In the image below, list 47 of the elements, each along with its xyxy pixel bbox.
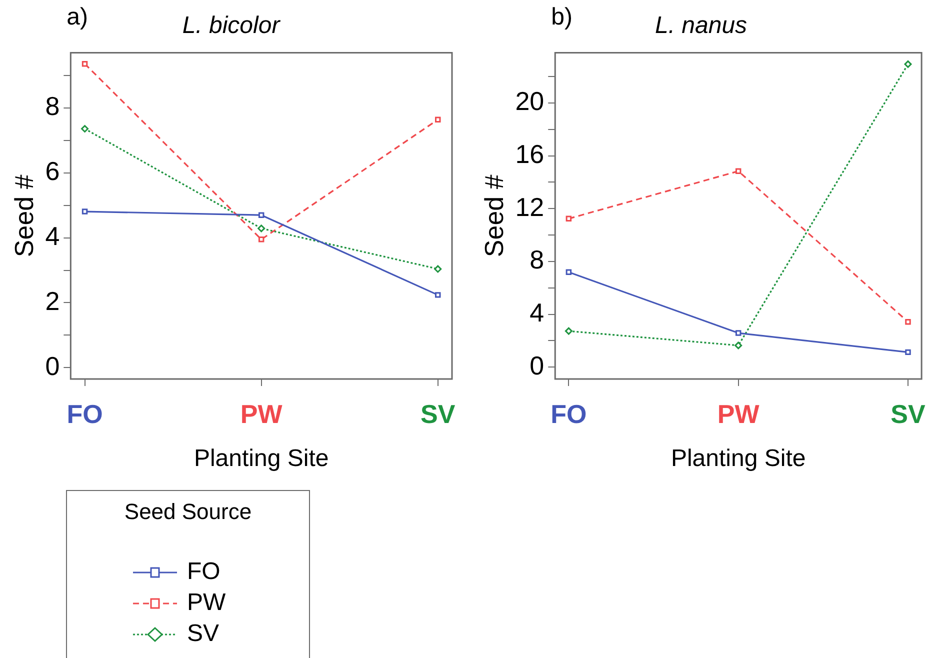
y-tick-label: 8 bbox=[45, 91, 60, 122]
y-tick-label: 4 bbox=[45, 220, 60, 251]
point bbox=[905, 318, 911, 325]
y-tick-label: 0 bbox=[45, 350, 60, 381]
y-tick-label: 8 bbox=[530, 244, 544, 275]
x-tick-label: SV bbox=[890, 398, 926, 429]
point bbox=[258, 236, 264, 242]
x-tick-label: FO bbox=[550, 398, 587, 429]
point bbox=[904, 60, 912, 68]
text: a) bbox=[66, 4, 88, 31]
chart-title: L. nanus bbox=[654, 12, 748, 40]
x-axis-title: Planting Site bbox=[670, 445, 806, 472]
legend-title: Seed Source bbox=[123, 499, 253, 525]
point bbox=[435, 292, 441, 298]
point bbox=[81, 125, 89, 132]
x-tick-label: FO bbox=[66, 398, 103, 429]
x-tick-label: PW bbox=[717, 398, 760, 429]
point bbox=[905, 349, 911, 356]
y-tick-label: 2 bbox=[45, 286, 60, 316]
text: b) bbox=[551, 4, 572, 31]
point bbox=[258, 212, 264, 218]
chart-title: L. bicolor bbox=[182, 12, 281, 40]
y-tick-label: 12 bbox=[515, 192, 544, 222]
y-tick-label: 0 bbox=[530, 350, 544, 380]
x-tick-label: SV bbox=[420, 398, 456, 429]
y-tick-label: 16 bbox=[515, 138, 544, 169]
x-tick-label: PW bbox=[240, 398, 283, 429]
point bbox=[435, 116, 441, 123]
legend-label: PW bbox=[187, 589, 226, 617]
point bbox=[82, 208, 88, 214]
point bbox=[258, 224, 266, 232]
point bbox=[82, 60, 88, 67]
point bbox=[734, 342, 742, 350]
legend-label: SV bbox=[187, 620, 220, 648]
y-axis-title: Seed # bbox=[478, 174, 509, 258]
y-tick-label: 20 bbox=[515, 86, 544, 116]
point bbox=[735, 330, 742, 336]
point bbox=[564, 327, 572, 335]
y-axis-title: Seed # bbox=[8, 174, 39, 258]
legend-label: FO bbox=[187, 558, 220, 586]
y-tick-label: 6 bbox=[45, 156, 60, 186]
x-axis-title: Planting Site bbox=[194, 445, 329, 472]
point bbox=[434, 265, 442, 273]
point bbox=[566, 216, 572, 222]
point bbox=[566, 269, 572, 276]
point bbox=[735, 168, 742, 174]
y-tick-label: 4 bbox=[530, 297, 544, 328]
